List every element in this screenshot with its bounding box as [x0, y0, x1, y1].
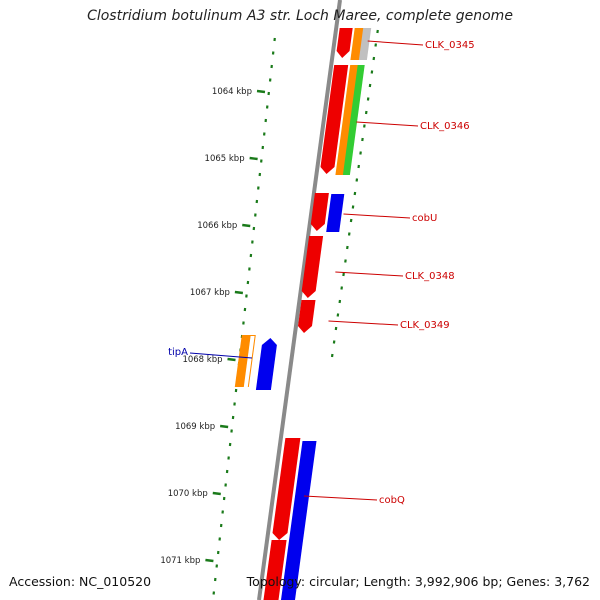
ruler-tick-label: 1065 kbp — [205, 154, 245, 164]
ruler-tick-label: 1068 kbp — [182, 355, 222, 365]
gene-bar-blue — [281, 545, 303, 600]
ruler-tick-mark — [219, 424, 229, 429]
gene-bar-gap — [243, 336, 255, 387]
gene-label-CLK_0345: CLK_0345 — [425, 40, 475, 51]
gene-arrow-red — [310, 193, 329, 231]
label-leader-line — [328, 320, 399, 326]
ruler-tick-mark — [234, 290, 244, 295]
gene-arrow-red — [301, 236, 324, 298]
ruler-tick-label: 1067 kbp — [190, 288, 230, 298]
gene-arrow-red — [336, 28, 353, 58]
ruler-tick-mark — [205, 558, 214, 563]
ruler-tick-label: 1066 kbp — [197, 221, 237, 231]
genome-backbone — [257, 0, 342, 600]
accession-text: Accession: NC_010520 — [9, 574, 152, 589]
map-title: Clostridium botulinum A3 str. Loch Maree… — [87, 8, 513, 24]
genome-summary-text: Topology: circular; Length: 3,992,906 bp… — [246, 574, 590, 589]
gene-arrow-red — [272, 438, 301, 540]
ruler-tick-label: 1064 kbp — [212, 87, 252, 97]
gene-bar-green — [342, 65, 365, 175]
gene-arrow-blue — [255, 338, 277, 390]
gene-label-CLK_0349: CLK_0349 — [400, 320, 450, 331]
gene-bar-orange — [335, 65, 359, 175]
label-leader-line — [367, 40, 424, 46]
gene-arrow-red — [320, 65, 349, 174]
gene-arrow-red — [298, 300, 316, 333]
ruler-tick-label: 1070 kbp — [168, 489, 208, 499]
label-leader-line — [303, 495, 378, 501]
gene-bar-gray — [358, 28, 372, 60]
ruler-tick-mark — [249, 156, 258, 161]
ruler-tick-mark — [256, 89, 266, 94]
ruler-tick-label: 1069 kbp — [175, 422, 215, 432]
label-leader-line — [189, 352, 253, 359]
ruler-tick-label: 1071 kbp — [160, 556, 200, 566]
backbone-line — [257, 0, 342, 600]
gene-label-cobQ: cobQ — [379, 495, 405, 506]
label-leader-line — [356, 121, 419, 127]
label-leader-line — [343, 213, 411, 219]
gene-bar-blue — [326, 194, 345, 232]
ruler-tick-mark — [227, 357, 236, 362]
ruler-ticks: 1064 kbp 1065 kbp 1066 kbp 1067 kbp 1068 kbp… — [160, 87, 266, 566]
label-leader-line — [335, 271, 404, 277]
ruler-tick-mark — [242, 223, 251, 228]
ruler-tick-mark — [212, 491, 221, 496]
gene-features — [234, 28, 372, 600]
gene-label-cobU: cobU — [412, 213, 437, 224]
gene-labels: CLK_0345 CLK_0346 cobU CLK_0348 CLK_0349 cobQ… — [168, 40, 474, 506]
gene-bar-blue — [288, 441, 317, 545]
gene-label-tipA: tipA — [168, 347, 188, 358]
gene-bar-red — [263, 540, 287, 600]
gene-label-CLK_0346: CLK_0346 — [420, 121, 470, 132]
gene-label-CLK_0348: CLK_0348 — [405, 271, 455, 282]
